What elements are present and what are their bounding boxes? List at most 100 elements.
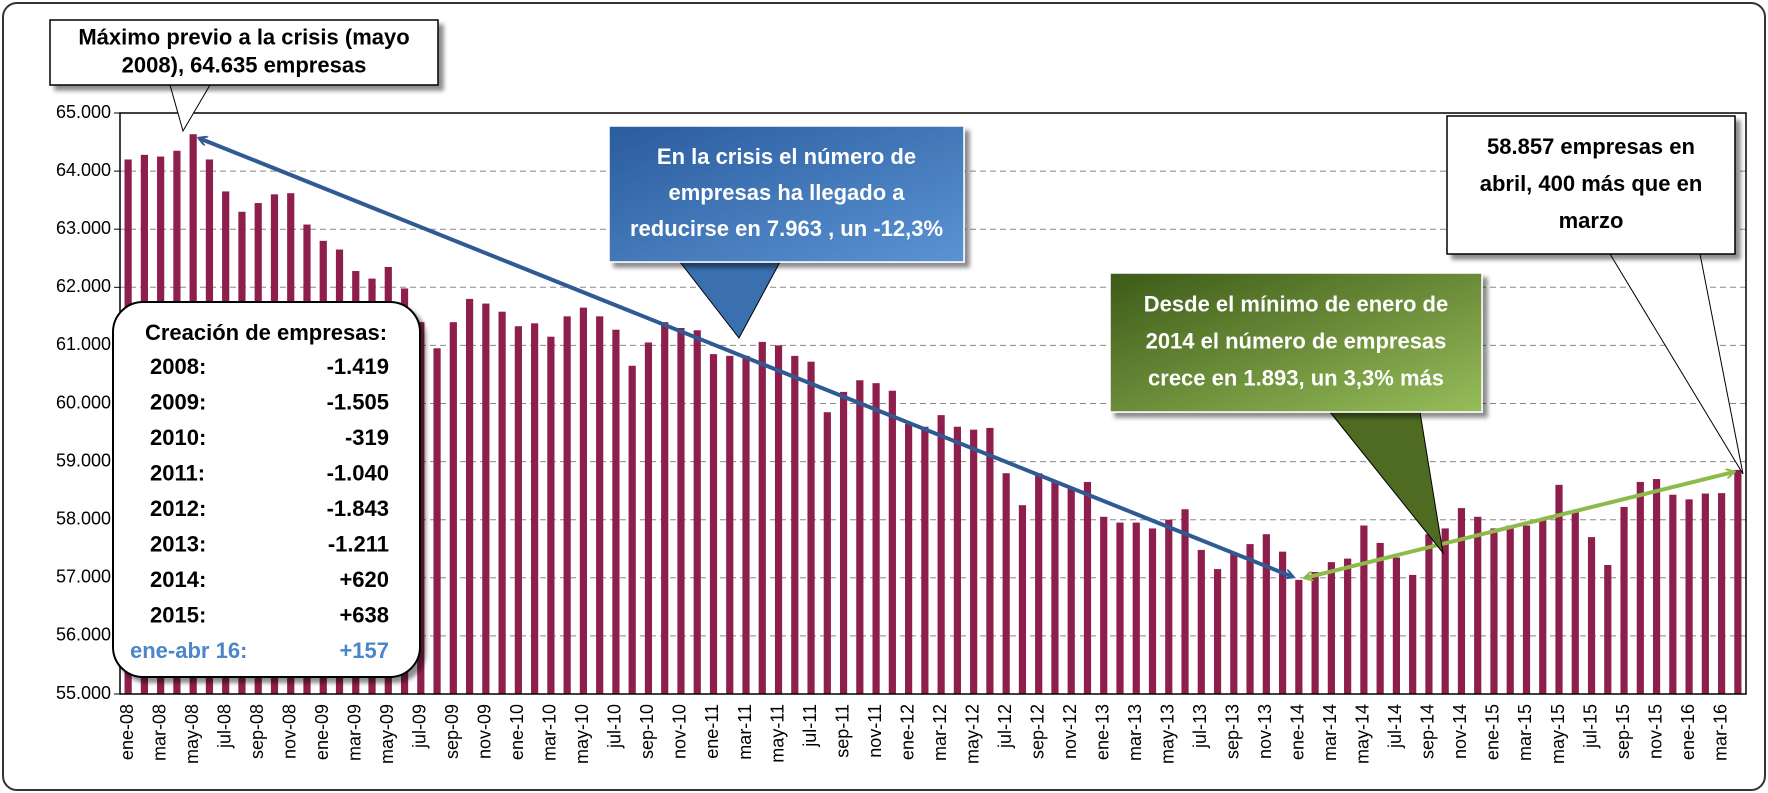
- bar: [1685, 499, 1693, 694]
- summary-label: 2015:: [150, 602, 206, 627]
- x-tick-label: jul-10: [605, 704, 625, 749]
- bar: [612, 329, 620, 694]
- x-tick-label: nov-14: [1450, 704, 1470, 759]
- bar: [709, 354, 718, 694]
- x-tick-label: ene-08: [117, 704, 137, 760]
- bar: [1718, 493, 1726, 694]
- bar: [726, 355, 734, 694]
- summary-title: Creación de empresas:: [145, 320, 387, 345]
- bar: [774, 345, 783, 694]
- bar: [921, 426, 929, 694]
- bar: [1148, 528, 1157, 694]
- bar: [1327, 562, 1335, 694]
- bar: [970, 429, 978, 694]
- y-tick-label: 57.000: [56, 567, 111, 587]
- summary-value: +157: [339, 638, 389, 663]
- x-tick-label: ene-13: [1092, 704, 1112, 760]
- bar: [1295, 579, 1303, 694]
- bar: [563, 316, 571, 694]
- summary-label: 2014:: [150, 567, 206, 592]
- x-tick-label: sep-12: [1027, 704, 1047, 759]
- summary-value: +620: [339, 567, 389, 592]
- summary-label: ene-abr 16:: [130, 638, 247, 663]
- bar: [1376, 542, 1384, 694]
- x-tick-label: mar-13: [1125, 704, 1145, 761]
- x-tick-label: nov-10: [670, 704, 690, 759]
- summary-label: 2011:: [150, 460, 205, 485]
- x-tick-label: nov-13: [1255, 704, 1275, 759]
- bar: [1620, 506, 1628, 694]
- bar: [953, 426, 961, 694]
- bar: [661, 322, 669, 694]
- bar: [856, 380, 864, 694]
- bar: [1425, 534, 1433, 694]
- x-tick-label: nov-08: [279, 704, 299, 759]
- x-tick-label: mar-15: [1515, 704, 1535, 761]
- callout-box: [1446, 115, 1736, 255]
- bar: [1392, 557, 1401, 694]
- callout-box: [49, 19, 439, 86]
- annotation-text: empresas ha llegado a: [669, 180, 906, 205]
- callout-box: [608, 125, 965, 263]
- bar: [449, 322, 457, 694]
- summary-label: 2013:: [150, 531, 206, 556]
- bar: [1165, 519, 1173, 694]
- bar: [986, 427, 994, 694]
- summary-label: 2009:: [150, 389, 206, 414]
- annotation-text: abril, 400 más que en: [1480, 171, 1703, 196]
- bar: [1262, 534, 1270, 694]
- x-tick-label: sep-08: [247, 704, 267, 759]
- annotation-text: 2014 el número de empresas: [1146, 328, 1447, 353]
- x-tick-label: may-10: [572, 704, 592, 764]
- x-tick-label: jul-15: [1580, 704, 1600, 749]
- bar: [807, 361, 815, 694]
- bar: [905, 423, 913, 694]
- bar: [1067, 488, 1075, 694]
- bar: [1441, 528, 1449, 694]
- bar: [1669, 494, 1677, 694]
- x-tick-label: may-13: [1158, 704, 1178, 764]
- bar: [1555, 484, 1563, 694]
- annotation-text: reducirse en 7.963 , un -12,3%: [630, 216, 943, 241]
- x-tick-label: sep-09: [442, 704, 462, 759]
- bar: [1571, 510, 1579, 694]
- bar: [1652, 479, 1661, 694]
- bar: [1197, 549, 1205, 694]
- callout-box: [1109, 272, 1483, 413]
- summary-value: -1.211: [328, 531, 389, 556]
- y-tick-label: 61.000: [56, 334, 111, 354]
- bar: [596, 316, 604, 694]
- bar: [1344, 558, 1352, 694]
- y-tick-label: 55.000: [56, 683, 111, 703]
- bar: [579, 307, 588, 694]
- bar: [1490, 528, 1498, 694]
- bar: [1701, 493, 1709, 694]
- summary-label: 2008:: [150, 354, 206, 379]
- bar: [742, 355, 750, 694]
- bar: [839, 391, 848, 694]
- summary-value: +638: [339, 602, 389, 627]
- y-tick-label: 56.000: [56, 625, 111, 645]
- bar: [1051, 481, 1059, 694]
- summary-value: -319: [345, 425, 389, 450]
- summary-value: -1.505: [327, 389, 389, 414]
- summary-label: 2010:: [150, 425, 206, 450]
- summary-label: 2012:: [150, 496, 206, 521]
- y-tick-label: 64.000: [56, 160, 111, 180]
- x-tick-label: may-08: [182, 704, 202, 764]
- bar: [547, 336, 555, 694]
- x-tick-label: nov-11: [865, 704, 885, 758]
- x-tick-label: nov-15: [1645, 704, 1665, 759]
- bar: [1506, 525, 1514, 694]
- annotation-text: Desde el mínimo de enero de: [1144, 291, 1448, 316]
- bar: [1116, 522, 1124, 694]
- x-tick-label: mar-08: [149, 704, 169, 761]
- x-tick-label: mar-11: [735, 704, 755, 760]
- y-tick-label: 65.000: [56, 102, 111, 122]
- bar: [1522, 525, 1531, 694]
- recovery-arrow: [1305, 472, 1734, 578]
- x-tick-label: nov-09: [475, 704, 495, 759]
- summary-value: -1.843: [327, 496, 389, 521]
- bar: [1132, 522, 1140, 694]
